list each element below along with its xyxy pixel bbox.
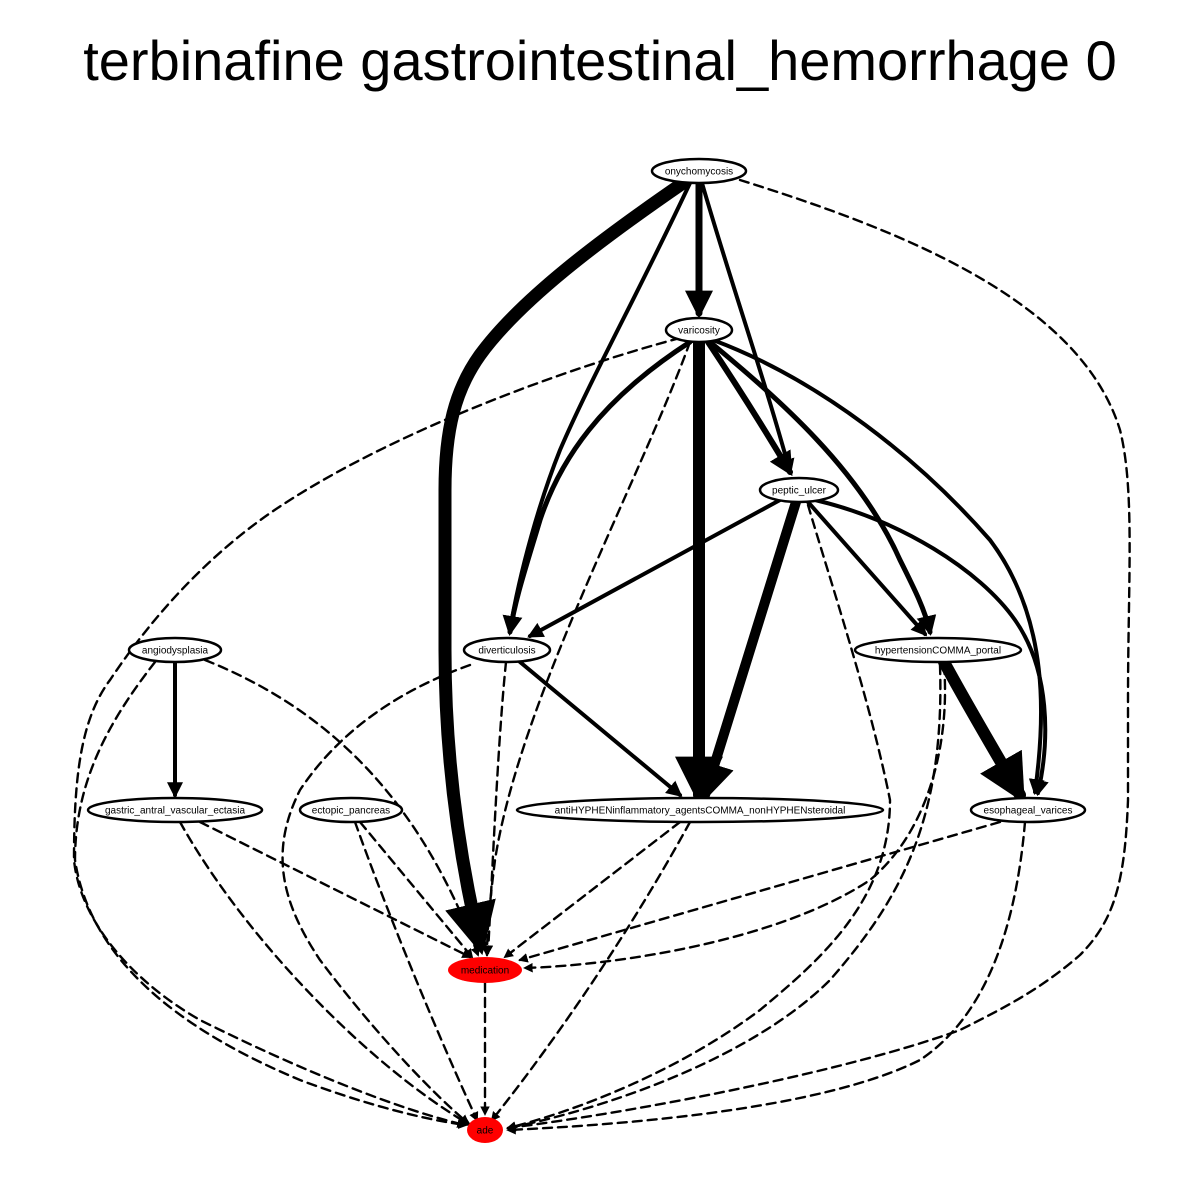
edge-angiodysplasia-to-medication	[203, 658, 480, 957]
node-esophageal_varices: esophageal_varices	[969, 796, 1087, 824]
node-peptic_ulcer: peptic_ulcer	[758, 476, 840, 504]
node-varicosity: varicosity	[664, 316, 734, 344]
edge-gave-to-medication	[198, 820, 472, 959]
edge-varicosity-to-diverticulosis	[502, 339, 693, 636]
node-shape-nsaids	[515, 796, 885, 824]
edge-diverticulosis-to-medication	[483, 660, 508, 955]
node-diverticulosis: diverticulosis	[462, 636, 552, 664]
edge-varicosity-to-ade	[72, 336, 682, 1128]
edge-onychomycosis-to-peptic_ulcer	[700, 181, 795, 476]
edge-hypertension_portal-to-ade	[506, 663, 942, 1132]
node-label-diverticulosis: diverticulosis	[478, 646, 535, 657]
edge-diverticulosis-to-nsaids	[518, 660, 683, 798]
node-onychomycosis: onychomycosis	[650, 157, 748, 185]
edge-ectopic_pancreas-to-ade	[353, 820, 479, 1122]
node-shape-medication	[448, 957, 522, 983]
edge-peptic_ulcer-to-hypertension_portal	[806, 500, 928, 637]
node-label-medication: medication	[461, 966, 509, 977]
nodes-layer: onychomycosis varicosity peptic_ulcerangio…	[86, 157, 1087, 1143]
edge-hypertension_portal-to-esophageal_varices	[938, 656, 1026, 804]
edge-hypertension_portal-to-medication	[523, 663, 947, 973]
edge-varicosity-to-hypertension_portal	[707, 339, 937, 636]
edge-varicosity-to-esophageal_varices	[711, 338, 1045, 796]
edge-nsaids-to-ade	[490, 820, 692, 1122]
node-label-nsaids: antiHYPHENinflammatory_agentsCOMMA_nonHY…	[555, 806, 846, 817]
node-label-gave: gastric_antral_vascular_ectasia	[105, 806, 246, 817]
node-hypertension_portal: hypertensionCOMMA_portal	[853, 636, 1023, 664]
node-shape-ade	[467, 1117, 503, 1143]
node-label-ectopic_pancreas: ectopic_pancreas	[312, 806, 390, 817]
node-shape-peptic_ulcer	[758, 476, 840, 504]
node-shape-hypertension_portal	[853, 636, 1023, 664]
node-gave: gastric_antral_vascular_ectasia	[86, 796, 264, 824]
edge-onychomycosis-to-ade	[506, 178, 1131, 1132]
edge-peptic_ulcer-to-ade	[506, 503, 892, 1131]
edge-esophageal_varices-to-ade	[506, 820, 1027, 1135]
graph-title: terbinafine gastrointestinal_hemorrhage …	[83, 29, 1117, 92]
node-shape-varicosity	[664, 316, 734, 344]
node-label-hypertension_portal: hypertensionCOMMA_portal	[875, 646, 1001, 657]
edge-onychomycosis-to-medication	[438, 176, 690, 956]
node-shape-ectopic_pancreas	[298, 796, 404, 824]
node-ectopic_pancreas: ectopic_pancreas	[298, 796, 404, 824]
node-ade: ade	[467, 1117, 503, 1143]
edge-ectopic_pancreas-to-medication	[358, 820, 474, 959]
node-angiodysplasia: angiodysplasia	[127, 636, 223, 664]
edge-esophageal_varices-to-medication	[518, 820, 1002, 963]
node-shape-angiodysplasia	[127, 636, 223, 664]
edges-layer	[72, 176, 1131, 1135]
edge-peptic_ulcer-to-nsaids	[695, 497, 801, 803]
node-label-onychomycosis: onychomycosis	[665, 167, 733, 178]
edge-nsaids-to-medication	[503, 820, 682, 959]
node-shape-onychomycosis	[650, 157, 748, 185]
edge-peptic_ulcer-to-diverticulosis	[527, 498, 782, 638]
edge-angiodysplasia-to-ade	[73, 660, 468, 1129]
edge-diverticulosis-to-ade	[281, 663, 472, 1125]
edge-onychomycosis-to-diverticulosis	[504, 181, 692, 634]
node-medication: medication	[448, 957, 522, 983]
edge-varicosity-to-peptic_ulcer	[705, 339, 793, 477]
node-label-peptic_ulcer: peptic_ulcer	[772, 486, 827, 497]
node-label-angiodysplasia: angiodysplasia	[142, 646, 209, 657]
node-label-varicosity: varicosity	[678, 326, 720, 337]
node-shape-gave	[86, 796, 264, 824]
node-nsaids: antiHYPHENinflammatory_agentsCOMMA_nonHY…	[515, 796, 885, 824]
edge-peptic_ulcer-to-esophageal_varices	[813, 498, 1049, 797]
node-shape-diverticulosis	[462, 636, 552, 664]
node-label-esophageal_varices: esophageal_varices	[984, 806, 1073, 817]
node-label-ade: ade	[477, 1126, 494, 1137]
edge-gave-to-ade	[178, 820, 472, 1127]
node-shape-esophageal_varices	[969, 796, 1087, 824]
